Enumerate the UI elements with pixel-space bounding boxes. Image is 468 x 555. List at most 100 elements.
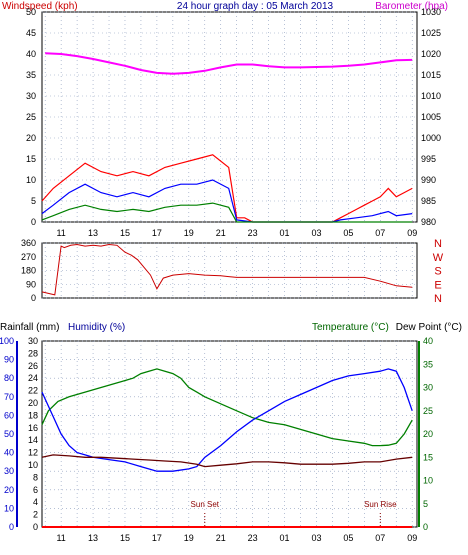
direction-y-tick-label: 360 — [21, 238, 36, 248]
humidity-y-tick-label: 70 — [4, 392, 14, 402]
sun-annotation-label: Sun Rise — [364, 500, 397, 509]
humidity-y-tick-label: 30 — [4, 466, 14, 476]
x-tick-label: 07 — [375, 533, 385, 543]
rain-y-tick-label: 18 — [28, 410, 38, 420]
x-tick-label: 19 — [184, 228, 194, 238]
direction-grid — [42, 242, 417, 299]
barometer-y-ticks: 980 985 990 995 1000 1005 1010 1015 1020 1025 1030 — [421, 7, 441, 227]
rain-y-tick-label: 8 — [33, 472, 38, 482]
wind-low-line — [41, 202, 413, 223]
rain-y-tick-label: 0 — [33, 522, 38, 532]
barometer-y-tick-label: 985 — [421, 196, 436, 206]
barometer-y-tick-label: 1015 — [421, 70, 441, 80]
x-tick-label: 01 — [280, 533, 290, 543]
rain-y-tick-label: 30 — [28, 336, 38, 346]
x-tick-label: 23 — [248, 228, 258, 238]
rain-y-tick-label: 6 — [33, 485, 38, 495]
rain-y-tick-label: 4 — [33, 497, 38, 507]
barometer-y-tick-label: 995 — [421, 154, 436, 164]
wind-axis-label: Windspeed (kph) — [2, 1, 78, 12]
temperature-y-tick-label: 10 — [423, 476, 433, 486]
wind-y-tick-label: 5 — [31, 196, 36, 206]
temperature-grid — [42, 340, 417, 528]
barometer-axis-label: Barometer (hpa) — [375, 1, 448, 12]
humidity-axis-label: Humidity (%) — [68, 322, 125, 333]
barometer-y-tick-label: 980 — [421, 217, 436, 227]
x-tick-label: 03 — [311, 228, 321, 238]
wind-y-tick-label: 25 — [26, 112, 36, 122]
direction-y-tick-label: 0 — [31, 293, 36, 303]
rain-y-tick-label: 26 — [28, 361, 38, 371]
x-tick-label: 11 — [56, 228, 65, 238]
compass-label: W — [433, 252, 444, 264]
temperature-y-tick-label: 40 — [423, 336, 433, 346]
barometer-line — [45, 52, 413, 75]
x-tick-label: 09 — [407, 228, 417, 238]
humidity-y-tick-label: 60 — [4, 410, 14, 420]
x-tick-label: 05 — [343, 533, 353, 543]
wind-series — [41, 52, 413, 223]
rain-y-tick-label: 24 — [28, 373, 38, 383]
wind-y-ticks: 0 5 10 15 20 25 30 35 40 45 50 — [26, 7, 36, 227]
x-tick-label: 17 — [152, 228, 162, 238]
wind-gust-line — [41, 154, 413, 223]
humidity-y-tick-label: 10 — [4, 503, 14, 513]
x-tick-label: 13 — [88, 228, 98, 238]
compass-label: N — [434, 293, 442, 305]
humidity-y-tick-label: 20 — [4, 485, 14, 495]
humidity-y-ticks: 0 10 20 30 40 50 60 70 80 90 100 — [0, 336, 18, 532]
x-tick-label: 09 — [407, 533, 417, 543]
humidity-y-tick-label: 80 — [4, 373, 14, 383]
wind-y-tick-label: 45 — [26, 28, 36, 38]
rain-y-tick-label: 20 — [28, 398, 38, 408]
x-tick-label: 01 — [280, 228, 290, 238]
rain-y-tick-label: 16 — [28, 423, 38, 433]
barometer-y-tick-label: 1005 — [421, 112, 441, 122]
temperature-y-tick-label: 20 — [423, 429, 433, 439]
barometer-y-tick-label: 990 — [421, 175, 436, 185]
humidity-y-tick-label: 90 — [4, 355, 14, 365]
wind-y-tick-label: 50 — [26, 7, 36, 17]
wind-y-tick-label: 30 — [26, 91, 36, 101]
wind-average-line — [41, 179, 413, 223]
barometer-y-tick-label: 1010 — [421, 91, 441, 101]
temperature-y-ticks: 0 5 10 15 20 25 30 35 40 — [418, 336, 433, 532]
humidity-y-tick-label: 50 — [4, 429, 14, 439]
direction-y-tick-label: 90 — [26, 279, 36, 289]
rain-y-tick-label: 28 — [28, 348, 38, 358]
wind-y-tick-label: 15 — [26, 154, 36, 164]
temperature-y-tick-label: 35 — [423, 359, 433, 369]
rain-y-tick-label: 12 — [28, 448, 38, 458]
wind-barometer-panel: Windspeed (kph) 24 hour graph day : 05 M… — [2, 1, 448, 238]
x-tick-label: 15 — [120, 533, 130, 543]
humidity-line — [41, 368, 413, 472]
wind-y-tick-label: 10 — [26, 175, 36, 185]
temperature-series — [41, 368, 413, 528]
dewpoint-axis-label: Dew Point (°C) — [396, 322, 462, 333]
x-tick-label: 05 — [343, 228, 353, 238]
temperature-x-ticks: 11 13 15 17 19 21 23 01 03 05 07 09 — [56, 533, 417, 543]
rain-y-tick-label: 14 — [28, 435, 38, 445]
x-tick-label: 23 — [248, 533, 258, 543]
humidity-y-tick-label: 0 — [9, 522, 14, 532]
wind-y-tick-label: 0 — [31, 217, 36, 227]
direction-y-ticks: 0 90 180 270 360 — [21, 238, 36, 303]
rain-y-tick-label: 2 — [33, 510, 38, 520]
x-tick-label: 17 — [152, 533, 162, 543]
barometer-y-tick-label: 1030 — [421, 7, 441, 17]
x-tick-label: 11 — [56, 533, 65, 543]
rainfall-axis-label: Rainfall (mm) — [0, 322, 59, 333]
rain-y-tick-label: 10 — [28, 460, 38, 470]
x-tick-label: 21 — [216, 228, 226, 238]
temperature-panel: Rainfall (mm) Humidity (%) Temperature (… — [0, 322, 462, 543]
temperature-line — [41, 368, 413, 447]
x-tick-label: 19 — [184, 533, 194, 543]
compass-label: N — [434, 238, 442, 250]
temperature-y-tick-label: 5 — [423, 499, 428, 509]
humidity-y-tick-label: 40 — [4, 448, 14, 458]
sun-annotations: Sun Set Sun Rise — [191, 500, 397, 527]
sun-annotation-label: Sun Set — [191, 500, 220, 509]
dew-point-line — [41, 454, 413, 468]
